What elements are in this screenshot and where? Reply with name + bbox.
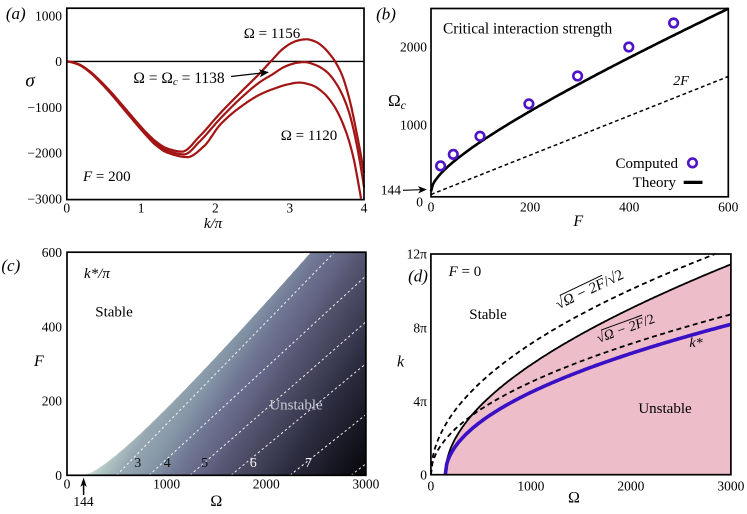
svg-text:0: 0 (64, 477, 71, 492)
svg-text:144: 144 (381, 183, 402, 198)
svg-text:0: 0 (428, 200, 435, 215)
svg-text:7: 7 (305, 456, 312, 471)
svg-text:Critical interaction strength: Critical interaction strength (443, 21, 613, 38)
svg-text:0: 0 (55, 54, 62, 69)
svg-text:8π: 8π (413, 320, 427, 335)
svg-text:12π: 12π (407, 247, 428, 262)
svg-text:/√2: /√2 (601, 267, 626, 290)
svg-text:σ: σ (25, 71, 35, 92)
svg-text:−1000: −1000 (27, 100, 62, 115)
svg-text:F = 200: F = 200 (82, 169, 131, 185)
svg-text:0: 0 (416, 194, 423, 209)
svg-text:1: 1 (138, 201, 145, 216)
svg-text:1000: 1000 (517, 479, 544, 494)
svg-text:400: 400 (619, 200, 640, 215)
svg-text:400: 400 (42, 319, 63, 334)
svg-text:k/π: k/π (204, 216, 223, 232)
svg-text:F: F (33, 353, 44, 370)
svg-text:Ω: Ω (568, 490, 580, 507)
svg-text:Stable: Stable (95, 305, 133, 321)
svg-text:3000: 3000 (352, 477, 379, 492)
svg-text:k: k (397, 354, 405, 371)
svg-text:1000: 1000 (400, 118, 427, 133)
svg-text:3: 3 (134, 456, 141, 471)
svg-text:(b): (b) (376, 4, 396, 23)
svg-text:600: 600 (42, 245, 63, 260)
svg-text:4π: 4π (413, 394, 427, 409)
svg-text:Stable: Stable (469, 307, 507, 323)
svg-text:144: 144 (73, 494, 94, 509)
svg-text:k*/π: k*/π (84, 266, 110, 282)
svg-text:F: F (572, 213, 583, 230)
svg-text:Ω = 1120: Ω = 1120 (281, 128, 338, 144)
svg-text:Ω = Ωc = 1138: Ω = Ωc = 1138 (133, 70, 225, 88)
svg-text:1000: 1000 (35, 8, 62, 23)
svg-text:4: 4 (361, 201, 368, 216)
svg-text:F = 0: F = 0 (448, 264, 482, 280)
svg-text:(a): (a) (6, 4, 26, 23)
svg-text:0: 0 (55, 468, 62, 483)
svg-text:(d): (d) (408, 267, 428, 286)
svg-text:200: 200 (520, 200, 541, 215)
svg-text:Ω: Ω (210, 493, 222, 509)
svg-text:Theory: Theory (633, 175, 677, 191)
svg-text:−3000: −3000 (27, 192, 62, 207)
svg-text:2F: 2F (673, 74, 689, 89)
svg-text:Ω = 1156: Ω = 1156 (244, 26, 301, 42)
svg-text:0: 0 (428, 479, 435, 494)
svg-text:k*: k* (689, 336, 702, 351)
svg-text:(c): (c) (1, 256, 20, 275)
svg-text:5: 5 (201, 456, 208, 471)
svg-text:/2: /2 (642, 312, 657, 330)
svg-text:Unstable: Unstable (269, 398, 323, 414)
svg-text:2: 2 (212, 201, 219, 216)
svg-text:Unstable: Unstable (638, 401, 692, 417)
svg-text:3: 3 (286, 201, 293, 216)
svg-text:2000: 2000 (617, 479, 644, 494)
svg-text:Computed: Computed (616, 156, 679, 172)
svg-text:0: 0 (63, 201, 70, 216)
svg-text:2000: 2000 (400, 40, 427, 55)
svg-text:600: 600 (718, 200, 739, 215)
svg-text:2000: 2000 (253, 477, 280, 492)
svg-text:200: 200 (42, 394, 63, 409)
svg-text:1000: 1000 (153, 477, 180, 492)
svg-text:0: 0 (420, 467, 427, 482)
svg-text:3000: 3000 (717, 479, 744, 494)
svg-text:−2000: −2000 (27, 146, 62, 161)
svg-text:6: 6 (250, 456, 257, 471)
svg-text:4: 4 (164, 456, 171, 471)
